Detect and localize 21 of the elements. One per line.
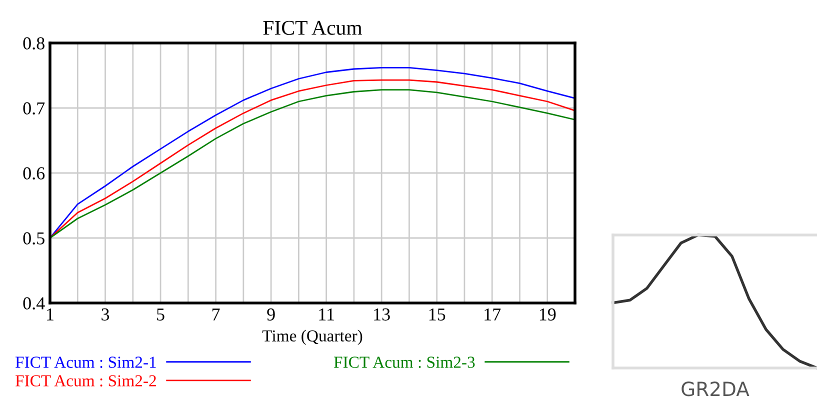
x-axis-title: Time (Quarter) [262,330,362,345]
x-tick-label: 3 [102,308,110,321]
x-tick-label: 5 [157,308,164,321]
x-tick-label: 19 [540,308,556,321]
x-tick-label: 7 [212,308,220,320]
text: FICT Acum : Sim2-1 [15,356,156,368]
x-tick-label: 9 [267,308,275,321]
x-tick-label: 15 [429,308,446,321]
text: GR2DA [682,382,750,396]
text: FICT Acum : Sim2-3 [334,356,475,368]
x-tick-label: 13 [374,308,390,321]
chart-title: FICT Acum [263,20,362,35]
text: FICT Acum : Sim2-2 [15,375,156,386]
x-tick-label: 1 [47,308,54,320]
y-tick-label: 0.7 [23,102,45,115]
y-tick-label: 0.5 [23,232,44,245]
y-tick-label: 0.6 [23,167,45,180]
x-tick-label: 11 [319,308,334,320]
y-tick-label: 0.4 [23,297,45,310]
y-tick-label: 0.8 [23,37,44,50]
x-tick-label: 17 [484,308,501,320]
